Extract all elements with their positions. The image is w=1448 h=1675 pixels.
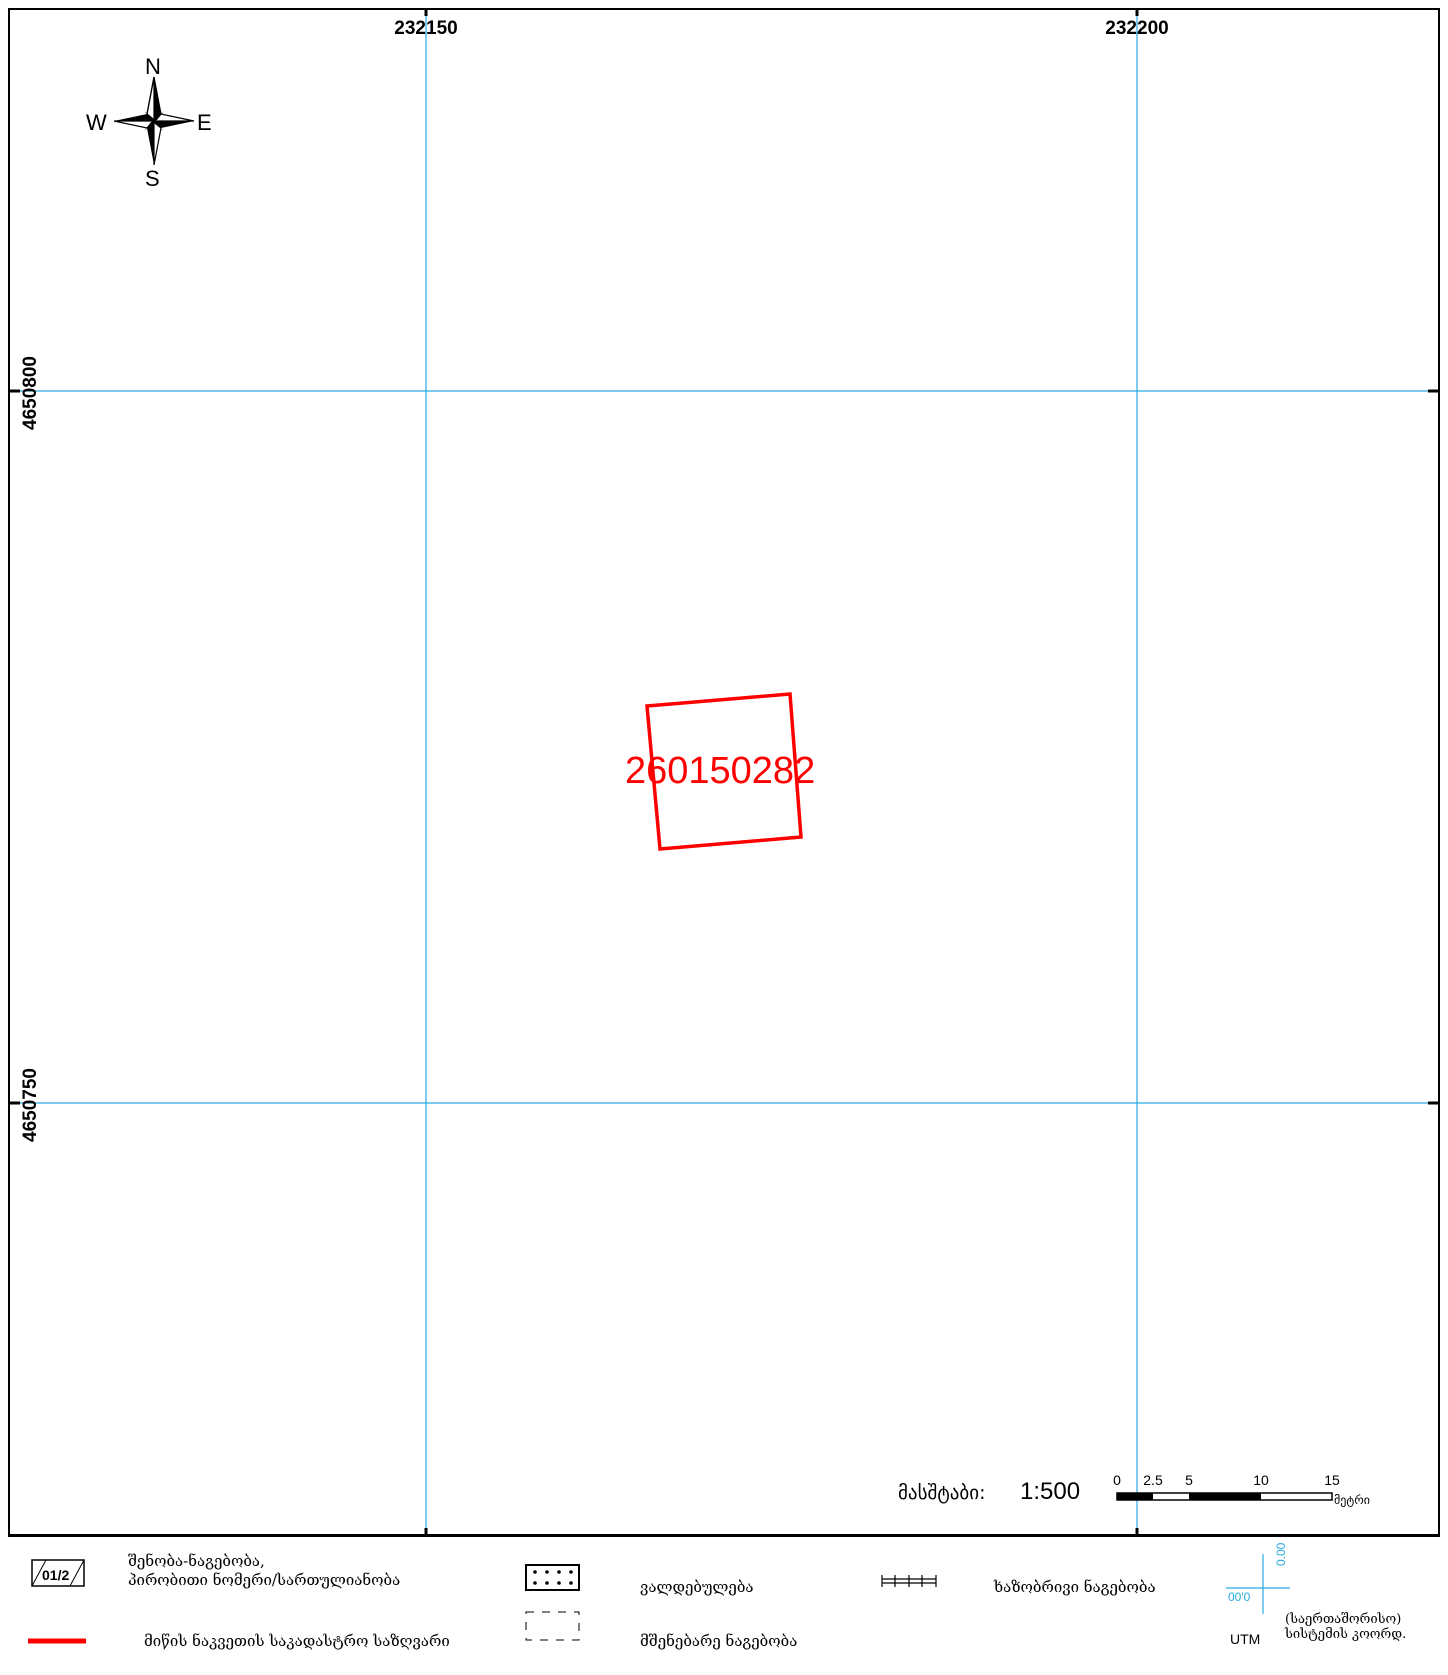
scale-tick-label: 0 (1113, 1472, 1121, 1488)
construction-legend-symbol (525, 1611, 580, 1641)
grid-label-y: 4650750 (20, 1068, 41, 1142)
linear-legend-symbol (881, 1575, 937, 1587)
scale-tick-label: 5 (1185, 1472, 1193, 1488)
scale-tick-label: 15 (1324, 1472, 1340, 1488)
compass-west-label: W (86, 110, 107, 135)
building-legend-subtext: პირობითი ნომერი/სართულიანობა (128, 1571, 401, 1589)
scale-tick-label: 2.5 (1143, 1472, 1163, 1488)
compass-rose (113, 76, 195, 166)
grid-label-y: 4650800 (20, 356, 41, 430)
scale-label: მასშტაბი: (898, 1482, 986, 1504)
utm-axes-symbol (1226, 1554, 1290, 1614)
obligation-legend-symbol (525, 1564, 580, 1591)
parcel-id-label[interactable]: 260150282 (625, 750, 816, 792)
utm-x-value: 00'0 (1228, 1590, 1251, 1604)
boundary-legend-text: მიწის ნაკვეთის საკადასტრო საზღვარი (144, 1632, 450, 1650)
obligation-legend-text: ვალდებულება (640, 1578, 754, 1596)
parcel-boundary[interactable] (645, 692, 803, 851)
compass-south-label: S (145, 166, 160, 191)
utm-legend-text: (საერთაშორისო) (1285, 1612, 1402, 1627)
scale-tick-label: 10 (1253, 1472, 1269, 1488)
compass-north-label: N (145, 54, 161, 79)
construction-legend-text: მშენებარე ნაგებობა (640, 1632, 798, 1650)
scale-unit: მეტრი (1334, 1493, 1370, 1507)
utm-legend-subtext: სისტემის კოორდ. (1285, 1627, 1407, 1642)
scale-value: 1:500 (1020, 1478, 1081, 1505)
building-legend-text: შენობა-ნაგებობა, (128, 1552, 265, 1570)
grid-label-x: 232150 (394, 18, 458, 39)
legend: 01/2 შენობა-ნაგებობა, პირობითი ნომერი/სა… (8, 1536, 1440, 1675)
utm-y-value: 0.00 (1274, 1542, 1288, 1566)
utm-label: UTM (1230, 1631, 1261, 1647)
linear-legend-text: ხაზობრივი ნაგებობა (994, 1578, 1156, 1596)
scale-bar (1116, 1492, 1333, 1501)
building-legend-symbol (31, 1559, 85, 1587)
building-symbol-label: 01/2 (42, 1567, 70, 1583)
grid-label-x: 232200 (1105, 18, 1169, 39)
compass-east-label: E (197, 110, 212, 135)
